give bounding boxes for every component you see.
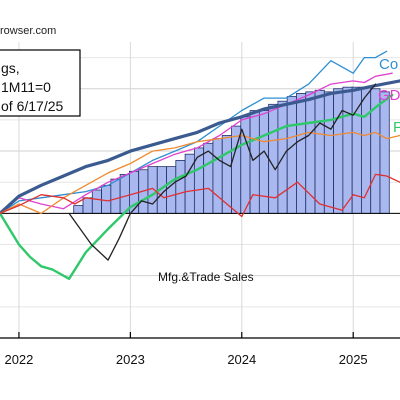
x-tick-label-2: 2024 bbox=[227, 352, 256, 367]
legend-line-3: of 6/17/25 bbox=[1, 98, 63, 114]
series-line-3 bbox=[0, 93, 394, 280]
series-line-0 bbox=[0, 50, 388, 215]
annotation-mfg-trade-sales: Mfg.&Trade Sales bbox=[158, 270, 254, 284]
bar-5 bbox=[110, 178, 121, 214]
bar-16 bbox=[212, 138, 223, 214]
bar-11 bbox=[166, 166, 177, 214]
bar-6 bbox=[119, 174, 130, 214]
bar-28 bbox=[323, 91, 334, 214]
annotation-f: F bbox=[393, 119, 400, 136]
series-line-4 bbox=[0, 131, 400, 215]
legend-line-2: 1M11=0 bbox=[1, 79, 51, 95]
bar-21 bbox=[258, 110, 270, 214]
bar-24 bbox=[286, 96, 297, 214]
x-tick-label-3: 2025 bbox=[339, 352, 368, 367]
bar-30 bbox=[342, 86, 353, 214]
bar-3 bbox=[91, 189, 102, 214]
series-line-2 bbox=[0, 79, 400, 215]
bar-4 bbox=[101, 184, 112, 214]
bar-29 bbox=[333, 88, 344, 214]
x-tick-label-0: 2022 bbox=[4, 352, 33, 367]
line-series bbox=[0, 50, 400, 280]
series-line-1 bbox=[0, 72, 393, 215]
bar-27 bbox=[314, 89, 325, 214]
series-line-5 bbox=[0, 173, 400, 218]
bar-14 bbox=[193, 147, 205, 214]
bar-1 bbox=[73, 205, 84, 214]
x-tick-label-1: 2023 bbox=[116, 352, 145, 367]
series-line-6 bbox=[68, 83, 377, 261]
bar-2 bbox=[82, 197, 93, 214]
bar-series bbox=[73, 86, 390, 214]
legend-line-1: gs, bbox=[1, 60, 20, 76]
legend-box: gs, 1M11=0 of 6/17/25 bbox=[0, 49, 81, 117]
bar-13 bbox=[184, 153, 195, 214]
source-text: rowser.com bbox=[0, 25, 56, 37]
annotation-gd: GD bbox=[378, 87, 400, 104]
annotation-co: Co bbox=[379, 56, 398, 73]
x-axis: 2022 2023 2024 2025 bbox=[0, 332, 400, 367]
bar-34 bbox=[379, 91, 390, 214]
bar-9 bbox=[147, 166, 158, 214]
bar-12 bbox=[175, 159, 186, 214]
bar-25 bbox=[296, 93, 307, 214]
